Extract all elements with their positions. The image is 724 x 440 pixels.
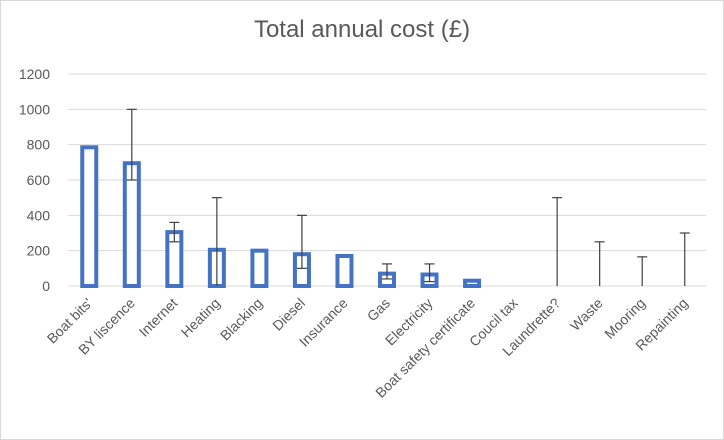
error-bar <box>594 241 605 286</box>
x-axis-category-labels: Boat bits'BY liscenceInternetHeatingBlac… <box>44 295 691 401</box>
x-tick-label: Heating <box>178 295 223 340</box>
y-tick-label: 800 <box>27 137 51 153</box>
error-bar <box>679 232 690 286</box>
y-axis-tick-labels: 0 200 400 600 800 1000 1200 <box>19 66 50 294</box>
error-bars <box>126 108 690 286</box>
error-bar <box>126 108 137 181</box>
error-bar <box>211 197 222 286</box>
y-tick-label: 1200 <box>19 66 50 82</box>
error-bar <box>169 221 180 243</box>
y-tick-label: 1000 <box>19 101 50 117</box>
error-bar <box>424 263 435 283</box>
x-tick-label: Diesel <box>269 295 308 334</box>
bars <box>80 145 482 289</box>
error-bar <box>296 214 307 269</box>
x-tick-label: Blacking <box>217 295 266 344</box>
bar <box>250 248 269 289</box>
chart-title: Total annual cost (£) <box>253 16 471 43</box>
y-tick-label: 0 <box>42 278 50 294</box>
bar <box>80 145 99 288</box>
x-tick-label: Gas <box>364 295 393 324</box>
error-bar <box>637 256 648 286</box>
bar <box>122 161 141 288</box>
y-tick-label: 200 <box>27 243 51 259</box>
bar <box>463 278 482 289</box>
error-bar <box>552 197 563 286</box>
y-tick-label: 600 <box>27 172 51 188</box>
x-tick-label: Internet <box>136 295 181 340</box>
bar <box>335 253 354 288</box>
y-tick-label: 400 <box>27 207 51 223</box>
error-bar <box>382 263 392 280</box>
x-tick-label: Waste <box>567 295 606 334</box>
gridlines <box>68 73 706 287</box>
